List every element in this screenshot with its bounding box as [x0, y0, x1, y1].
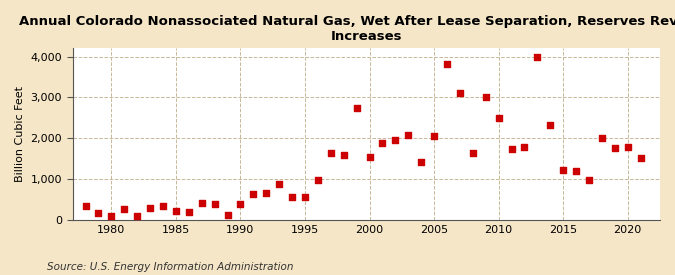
Point	[545, 123, 556, 128]
Point	[106, 214, 117, 218]
Point	[429, 133, 439, 138]
Point	[403, 133, 414, 138]
Text: Source: U.S. Energy Information Administration: Source: U.S. Energy Information Administ…	[47, 262, 294, 272]
Point	[338, 153, 349, 158]
Point	[506, 147, 517, 151]
Point	[441, 62, 452, 67]
Point	[377, 140, 388, 145]
Point	[171, 208, 182, 213]
Point	[351, 106, 362, 110]
Point	[467, 151, 478, 155]
Point	[622, 144, 633, 149]
Point	[119, 207, 130, 211]
Point	[196, 200, 207, 205]
Point	[416, 160, 427, 164]
Point	[519, 145, 530, 149]
Point	[597, 136, 608, 141]
Point	[558, 168, 568, 172]
Point	[132, 214, 142, 219]
Title: Annual Colorado Nonassociated Natural Gas, Wet After Lease Separation, Reserves : Annual Colorado Nonassociated Natural Ga…	[19, 15, 675, 43]
Point	[274, 182, 285, 186]
Point	[454, 90, 465, 95]
Point	[481, 95, 491, 100]
Point	[157, 204, 168, 209]
Point	[209, 202, 220, 206]
Point	[184, 210, 194, 214]
Point	[635, 156, 646, 160]
Point	[261, 190, 271, 195]
Point	[93, 211, 104, 215]
Point	[80, 204, 91, 209]
Point	[390, 138, 401, 142]
Point	[325, 151, 336, 155]
Point	[287, 195, 298, 200]
Point	[235, 202, 246, 207]
Point	[532, 54, 543, 59]
Point	[570, 169, 581, 174]
Point	[300, 195, 310, 199]
Y-axis label: Billion Cubic Feet: Billion Cubic Feet	[15, 86, 25, 182]
Point	[493, 116, 504, 120]
Point	[364, 155, 375, 159]
Point	[144, 205, 155, 210]
Point	[222, 213, 233, 217]
Point	[610, 146, 620, 150]
Point	[584, 178, 595, 182]
Point	[313, 178, 323, 182]
Point	[248, 192, 259, 196]
